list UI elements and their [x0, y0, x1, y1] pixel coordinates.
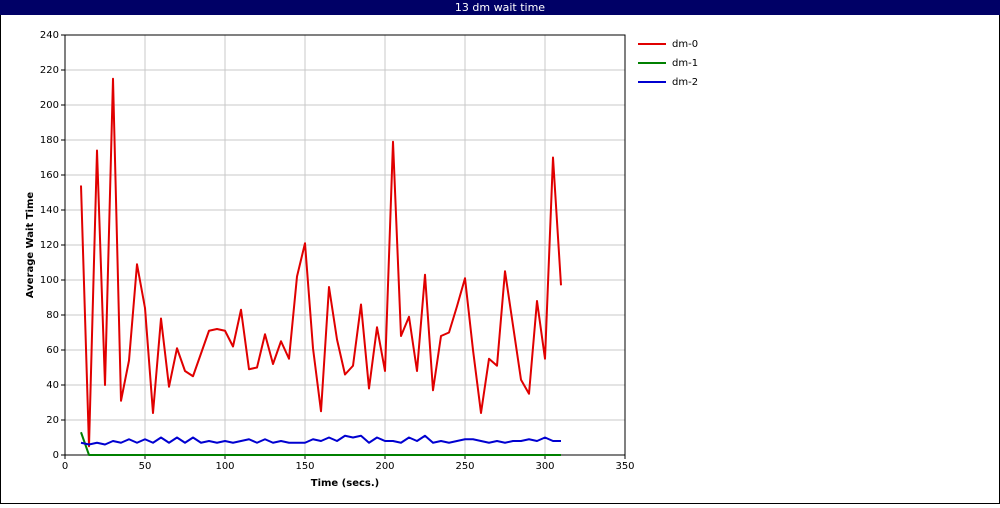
- y-tick-label: 80: [46, 310, 59, 321]
- y-tick-label: 240: [40, 30, 59, 41]
- x-tick-label: 100: [215, 461, 234, 472]
- y-tick-label: 220: [40, 65, 59, 76]
- x-tick-label: 150: [295, 461, 314, 472]
- y-tick-label: 40: [46, 380, 59, 391]
- x-tick-label: 200: [375, 461, 394, 472]
- y-tick-label: 60: [46, 345, 59, 356]
- title-bar: [0, 0, 1000, 15]
- legend-label: dm-1: [672, 58, 698, 69]
- legend-label: dm-2: [672, 77, 698, 88]
- y-axis-label: Average Wait Time: [25, 192, 36, 299]
- y-tick-label: 20: [46, 415, 59, 426]
- y-tick-label: 160: [40, 170, 59, 181]
- series-line: [80, 77, 562, 448]
- x-axis-label: Time (secs.): [311, 478, 380, 489]
- x-tick-label: 50: [139, 461, 152, 472]
- x-tick-label: 300: [535, 461, 554, 472]
- y-tick-label: 140: [40, 205, 59, 216]
- chart-title: 13 dm wait time: [455, 1, 545, 14]
- x-tick-label: 350: [615, 461, 634, 472]
- y-tick-label: 200: [40, 100, 59, 111]
- y-tick-label: 100: [40, 275, 59, 286]
- y-tick-label: 0: [53, 450, 59, 461]
- series-line: [80, 434, 561, 446]
- y-tick-label: 180: [40, 135, 59, 146]
- series-line: [80, 431, 561, 456]
- x-tick-label: 250: [455, 461, 474, 472]
- legend-label: dm-0: [672, 39, 698, 50]
- y-tick-label: 120: [40, 240, 59, 251]
- x-tick-label: 0: [62, 461, 68, 472]
